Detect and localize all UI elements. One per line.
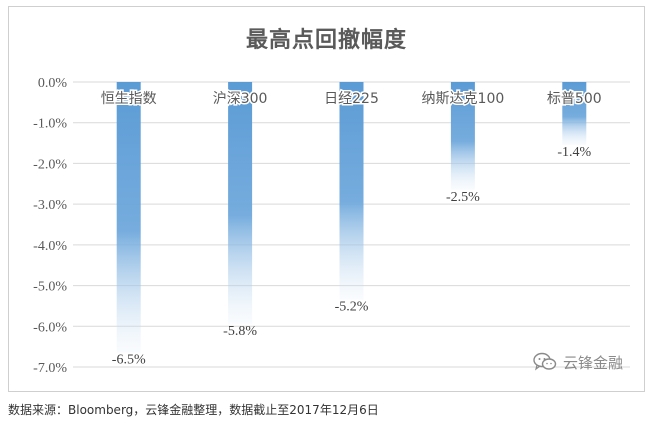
y-tick-label: -7.0% [33,361,67,376]
chart-title: 最高点回撤幅度 [245,28,407,53]
chart-frame [8,6,645,392]
y-tick-label: -2.0% [33,157,67,172]
bar [116,82,141,353]
data-label: -2.5% [446,190,480,205]
source-note: 数据来源：Bloomberg，云锋金融整理，数据截止至2017年12月6日 [8,403,379,417]
bar [562,82,587,145]
bar [450,82,475,190]
category-labels: 恒生指数 沪深300 日经225 纳斯达克100 标普500 [99,90,603,109]
y-tick-label: -1.0% [33,117,67,132]
category-label: 纳斯达克100 [422,91,505,107]
y-tick-label: -5.0% [33,280,67,295]
category-label: 标普500 [547,91,602,107]
y-tick-label: -6.0% [33,320,67,335]
bars [116,82,587,353]
bar [228,82,253,325]
data-label: -5.8% [223,324,257,339]
category-label: 沪深300 [213,91,268,107]
y-tick-label: 0.0% [38,76,68,91]
data-label: -6.5% [112,353,146,368]
y-tick-label: -3.0% [33,198,67,213]
y-axis-tick-labels: 0.0% -1.0% -2.0% -3.0% -4.0% -5.0% -6.0% -7.0% [33,76,67,376]
data-label: -1.4% [557,145,591,160]
data-label: -5.2% [335,300,369,315]
bar [339,82,364,300]
data-labels: -6.5% -5.8% -5.2% -2.5% -1.4% [112,145,592,368]
y-tick-label: -4.0% [33,239,67,254]
watermark-text: 云锋金融 [563,353,624,372]
wechat-logo-icon [533,352,557,371]
category-label: 恒生指数 [101,91,157,107]
watermark: 云锋金融 [533,350,623,374]
category-label: 日经225 [324,91,379,107]
